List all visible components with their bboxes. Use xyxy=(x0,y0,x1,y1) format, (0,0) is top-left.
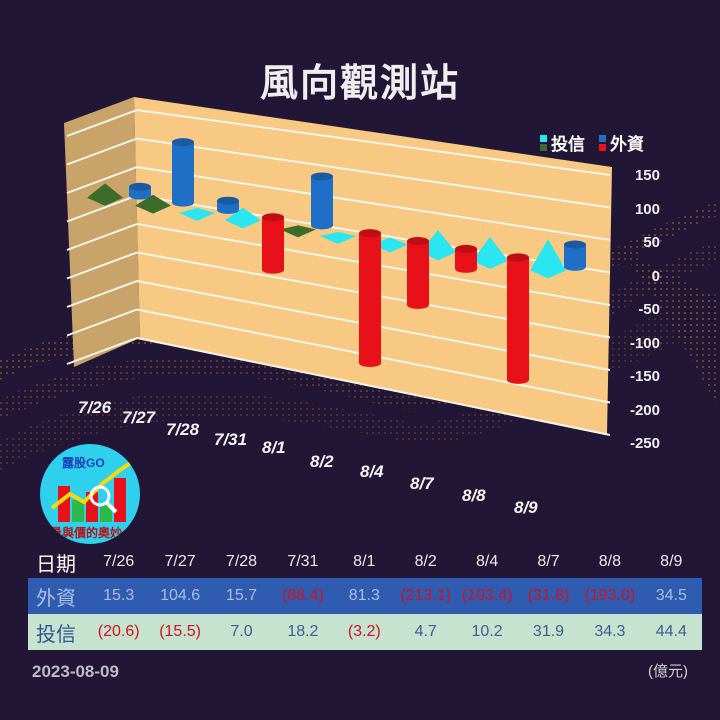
value-cell: (20.6) xyxy=(97,623,140,640)
x-tick-label: 7/31 xyxy=(214,430,248,449)
value-cell: 34.3 xyxy=(594,623,626,640)
value-cell: 4.7 xyxy=(414,623,437,640)
foreign-cylinder xyxy=(172,138,194,207)
x-tick-label: 8/1 xyxy=(262,438,286,457)
x-tick-label: 7/27 xyxy=(122,408,156,427)
legend-label: 投信 xyxy=(551,135,585,155)
value-cell: (193.0) xyxy=(584,587,636,604)
x-tick-label: 7/28 xyxy=(166,420,200,439)
x-tick-label: 8/8 xyxy=(462,486,486,505)
legend-label: 外資 xyxy=(610,135,644,155)
trust-marker xyxy=(320,231,356,244)
foreign-cylinder xyxy=(262,213,284,274)
legend-item-trust: 投信 xyxy=(540,130,585,155)
date-cell: 8/1 xyxy=(353,553,376,570)
value-cell: (213.1) xyxy=(400,587,452,604)
y-tick-label: -150 xyxy=(629,368,660,385)
trust-marker xyxy=(179,207,215,221)
date-cell: 7/27 xyxy=(164,553,196,570)
value-cell: 104.6 xyxy=(160,587,201,604)
logo-top-text: 露股GO xyxy=(62,456,105,470)
row-label: 外資 xyxy=(36,585,76,610)
unit-label: (億元) xyxy=(648,663,688,680)
page-title: 風向觀測站 xyxy=(259,61,460,105)
table-row-foreign: 外資 15.3 104.6 15.7 (88.4) 81.3 (213.1) (… xyxy=(28,578,702,614)
trust-marker xyxy=(87,183,123,206)
trust-marker xyxy=(135,194,171,214)
x-tick-label: 8/9 xyxy=(514,498,538,517)
value-cell: 15.3 xyxy=(103,587,135,604)
legend-swatch-icon xyxy=(599,134,606,151)
foreign-cylinder xyxy=(217,196,239,214)
date-cell: 8/2 xyxy=(414,553,437,570)
x-tick-label: 8/2 xyxy=(310,452,334,471)
foreign-cylinder xyxy=(359,229,381,367)
date-cell: 8/9 xyxy=(660,553,683,570)
value-cell: 31.9 xyxy=(532,623,565,640)
value-cell: 10.2 xyxy=(471,623,503,640)
data-table: 日期 7/26 7/27 7/28 7/31 8/1 8/2 8/4 8/7 8… xyxy=(28,546,702,650)
value-cell: (31.8) xyxy=(527,587,570,604)
chart-logo-icon xyxy=(50,460,134,522)
value-cell: (3.2) xyxy=(347,623,381,640)
value-cell: 18.2 xyxy=(287,623,319,640)
logo: 露股GO 量與價的奧妙 xyxy=(40,444,140,544)
y-tick-label: 0 xyxy=(651,267,660,285)
date-cell: 7/28 xyxy=(225,553,258,570)
trust-marker xyxy=(472,236,508,269)
value-cell: (15.5) xyxy=(159,623,201,640)
value-cell: 34.5 xyxy=(655,587,687,604)
date-cell: 7/26 xyxy=(103,553,135,570)
report-date: 2023-08-09 xyxy=(32,662,119,681)
value-cell: 81.3 xyxy=(348,587,380,604)
table-row-trust: 投信 (20.6) (15.5) 7.0 18.2 (3.2) 4.7 10.2… xyxy=(28,614,702,650)
foreign-cylinder xyxy=(407,237,429,309)
value-cell: 7.0 xyxy=(230,623,253,640)
foreign-cylinder xyxy=(564,240,586,271)
row-label: 投信 xyxy=(36,621,76,646)
value-cell: (88.4) xyxy=(281,587,324,604)
foreign-cylinder xyxy=(311,172,333,230)
date-cell: 8/8 xyxy=(598,553,622,570)
x-tick-label: 8/4 xyxy=(360,462,384,481)
y-tick-label: 150 xyxy=(634,167,660,184)
y-tick-label: 50 xyxy=(643,234,660,251)
trust-marker xyxy=(280,225,316,238)
date-cell: 7/31 xyxy=(287,553,319,570)
foreign-cylinder xyxy=(129,182,151,200)
x-tick-label: 7/26 xyxy=(78,398,112,417)
date-cell: 8/7 xyxy=(537,553,560,570)
value-cell: 15.7 xyxy=(225,587,258,604)
y-tick-label: -50 xyxy=(638,301,660,318)
legend: 投信 外資 xyxy=(540,130,644,155)
y-tick-label: 100 xyxy=(634,200,660,218)
date-cell: 8/4 xyxy=(475,553,499,570)
legend-swatch-icon xyxy=(540,134,547,151)
legend-item-foreign: 外資 xyxy=(599,130,644,155)
y-tick-label: -250 xyxy=(629,435,660,452)
value-cell: (103.4) xyxy=(461,587,513,604)
logo-bottom-text: 量與價的奧妙 xyxy=(50,526,123,540)
value-cell: 44.4 xyxy=(655,623,687,640)
header-label: 日期 xyxy=(36,551,76,576)
x-tick-label: 8/7 xyxy=(410,474,434,493)
foreign-cylinder xyxy=(455,244,477,273)
table-header-row: 日期 7/26 7/27 7/28 7/31 8/1 8/2 8/4 8/7 8… xyxy=(28,546,702,578)
trust-marker xyxy=(530,239,566,279)
y-tick-label: -100 xyxy=(629,334,660,352)
trust-marker xyxy=(225,207,261,229)
foreign-cylinder xyxy=(507,253,529,384)
y-tick-label: -200 xyxy=(629,401,660,419)
